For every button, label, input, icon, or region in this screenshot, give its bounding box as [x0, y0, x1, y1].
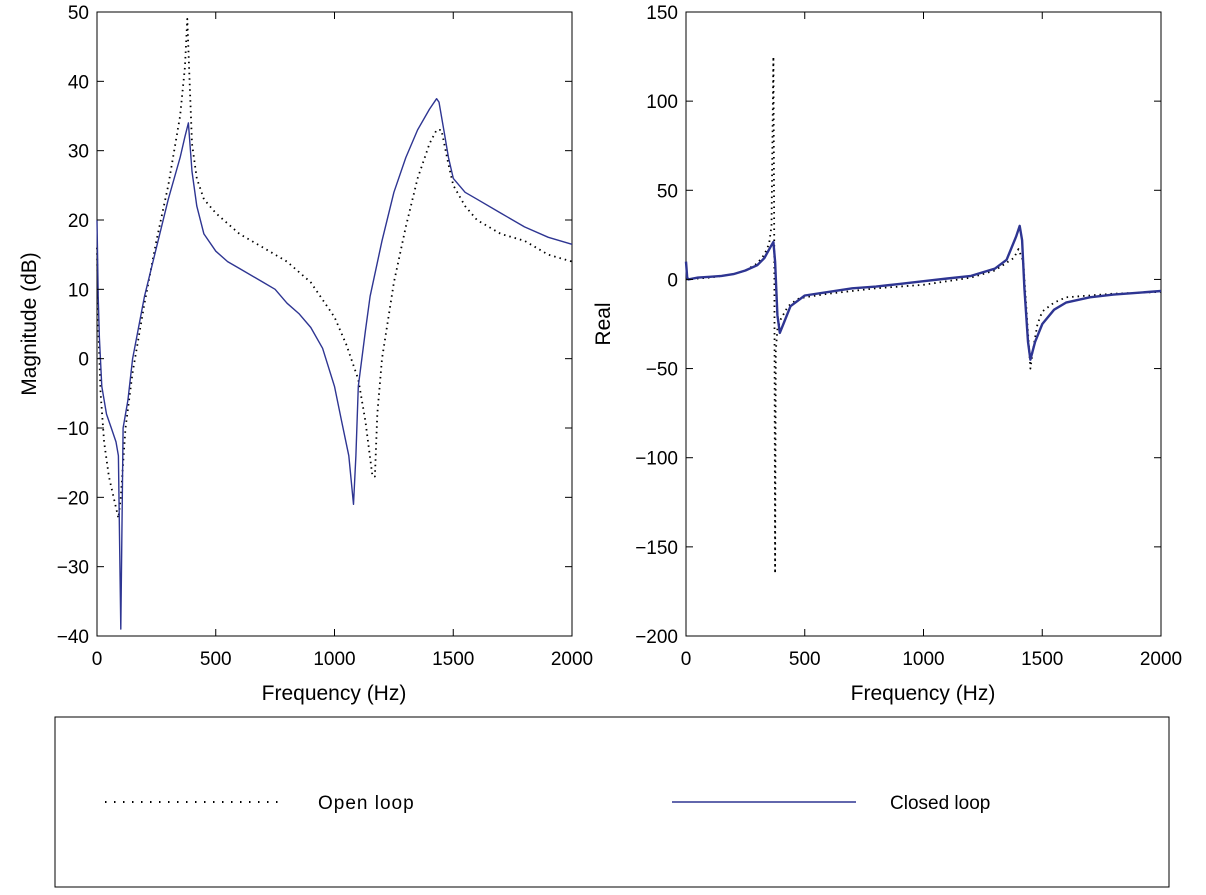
real-y-tick-label: 50: [657, 181, 678, 202]
real-series-layer: [684, 55, 1162, 575]
real-x-axis-label: Frequency (Hz): [851, 682, 996, 705]
magnitude-y-tick-label: −40: [57, 627, 89, 648]
magnitude-y-tick-label: −10: [57, 419, 89, 440]
real-x-tick-label: 1000: [902, 649, 944, 670]
magnitude-y-tick-label: 50: [68, 3, 89, 24]
legend-label-open-loop: Open loop: [318, 793, 415, 814]
magnitude-plot: 0 500 1000 1500 2000−40−30−20−1001020304050 …: [18, 3, 593, 705]
magnitude-plot-frame: [96, 11, 573, 637]
magnitude-series-layer: [96, 18, 573, 630]
real-y-tick-label: −150: [635, 538, 678, 559]
real-y-tick-label: −200: [635, 627, 678, 648]
magnitude-x-tick-label: 500: [200, 649, 232, 670]
real-x-tick-label: 1500: [1021, 649, 1063, 670]
real-series-open-loop: [685, 55, 1162, 575]
real-y-tick-label: −100: [635, 449, 678, 470]
legend-label-closed-loop: Closed loop: [890, 793, 990, 814]
magnitude-y-tick-label: 20: [68, 211, 89, 232]
magnitude-y-tick-label: −20: [57, 488, 89, 509]
magnitude-y-tick-label: 40: [68, 72, 89, 93]
magnitude-x-tick-label: 1000: [313, 649, 355, 670]
magnitude-y-tick-label: 0: [78, 350, 89, 371]
real-ticks: 0 500 1000 1500 2000 −200 −150 −100 −50 0 50 100 150: [635, 3, 1182, 670]
legend: Open loop Closed loop: [54, 716, 1170, 888]
real-x-tick-label: 2000: [1140, 649, 1182, 670]
magnitude-y-axis-label: Magnitude (dB): [18, 252, 41, 396]
real-x-tick-label: 500: [789, 649, 821, 670]
magnitude-ticks: 0 500 1000 1500 2000 −40 −30 −20 −10 0 10 20 30 40 50: [57, 3, 593, 670]
magnitude-x-tick-label: 1500: [432, 649, 474, 670]
magnitude-y-tick-label: 10: [68, 280, 89, 301]
magnitude-x-axis-label: Frequency (Hz): [262, 682, 407, 705]
real-series-closed-loop: [684, 224, 1162, 361]
magnitude-y-tick-label: −30: [57, 558, 89, 579]
magnitude-y-tick-label: 30: [68, 142, 89, 163]
real-plot-frame: [685, 11, 1162, 637]
real-plot: 0 500 1000 1500 2000 −200 −150 −100 −50 0 50 100 150…: [592, 3, 1182, 705]
real-x-tick-label: 0: [681, 649, 692, 670]
real-y-axis-label: Real: [592, 302, 615, 345]
magnitude-x-tick-label: 0: [92, 649, 103, 670]
real-y-tick-label: 100: [646, 92, 678, 113]
real-y-tick-label: 150: [646, 3, 678, 24]
magnitude-series-closed-loop: [96, 98, 573, 630]
real-y-tick-label: −50: [646, 360, 678, 381]
real-y-tick-label: 0: [667, 270, 678, 291]
magnitude-x-tick-label: 2000: [551, 649, 593, 670]
